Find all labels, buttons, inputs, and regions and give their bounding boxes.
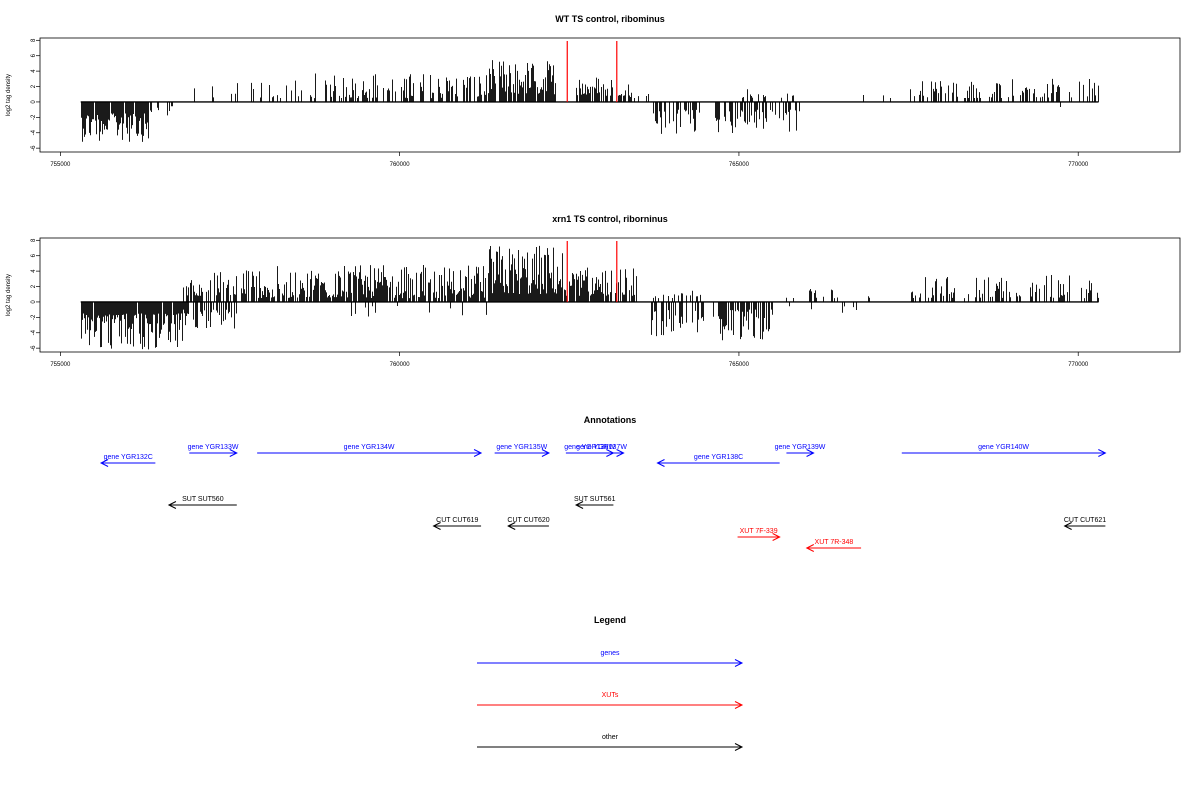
- y-tick-label: 4: [31, 269, 37, 273]
- plot-frame: [39, 37, 1181, 153]
- legend-label: XUTs: [602, 692, 619, 699]
- feature-label: gene YGR132C: [104, 454, 153, 461]
- feature-label: gene YGR134W: [344, 444, 395, 451]
- feature-arrow-head: [806, 449, 815, 457]
- legend-arrow-head: [734, 701, 744, 709]
- y-tick-label: 0: [31, 100, 37, 104]
- annotations-title: Annotations: [584, 415, 637, 425]
- density-bars: [81, 245, 1099, 350]
- x-tick-label: 755000: [50, 162, 71, 168]
- annotation-feature: CUT CUT619: [432, 517, 482, 530]
- feature-arrow-head: [167, 501, 177, 509]
- x-tick-label: 760000: [390, 162, 411, 168]
- chart-title: xrn1 TS control, riborninus: [552, 214, 668, 224]
- y-tick-label: 8: [31, 38, 37, 42]
- feature-arrow-head: [574, 501, 584, 509]
- annotation-feature: CUT CUT620: [507, 517, 550, 530]
- y-tick-label: 4: [31, 69, 37, 73]
- feature-label: XUT 7R-348: [815, 539, 854, 546]
- legend-entry: XUTs: [477, 692, 744, 709]
- density-bars: [81, 60, 1099, 142]
- chart-title: WT TS control, ribominus: [555, 14, 665, 24]
- annotation-feature: gene YGR140W: [901, 444, 1107, 457]
- legend-panel: Legend genes XUTs other: [477, 615, 744, 751]
- x-tick-label: 765000: [729, 362, 750, 368]
- x-tick-label: 760000: [390, 362, 411, 368]
- annotation-feature: XUT 7F-339: [737, 528, 781, 541]
- feature-arrow-head: [541, 449, 551, 457]
- y-axis-label: log2 tag density: [6, 74, 12, 116]
- feature-arrow-head: [805, 544, 815, 552]
- annotation-feature: SUT SUT560: [167, 496, 237, 509]
- legend-title: Legend: [594, 615, 626, 625]
- wt-density-panel: WT TS control, ribominus -6 -4 -2 0 2 4 6 8 log2 …: [6, 14, 1181, 168]
- feature-label: gene YGR138C: [694, 454, 743, 461]
- y-tick-label: -4: [31, 129, 37, 135]
- annotation-feature: gene YGR133W: [188, 444, 239, 457]
- feature-arrow-head: [229, 449, 238, 457]
- legend-label: genes: [600, 650, 620, 657]
- feature-arrow-head: [473, 449, 483, 457]
- x-tick-label: 770000: [1068, 162, 1089, 168]
- legend-label: other: [602, 734, 619, 741]
- annotation-feature: CUT CUT621: [1063, 517, 1106, 530]
- y-tick-label: -6: [31, 345, 37, 351]
- feature-label: gene YGR135W: [496, 444, 547, 451]
- x-tick-label: 755000: [50, 362, 71, 368]
- feature-label: gene YGR140W: [978, 444, 1029, 451]
- y-tick-label: 0: [31, 300, 37, 304]
- annotation-feature: gene YGR139W: [775, 444, 826, 457]
- feature-arrow-head: [616, 449, 625, 457]
- y-tick-label: 6: [31, 253, 37, 257]
- feature-label: SUT SUT560: [182, 496, 224, 503]
- feature-label: gene YGR137W: [576, 444, 627, 451]
- feature-label: gene YGR139W: [775, 444, 826, 451]
- y-tick-label: 2: [31, 84, 37, 88]
- feature-label: gene YGR133W: [188, 444, 239, 451]
- annotation-feature: gene YGR132C: [99, 454, 156, 467]
- annotations-panel: Annotations gene YGR132C gene YGR133W gene …: [99, 415, 1107, 552]
- feature-label: XUT 7F-339: [740, 528, 778, 535]
- y-tick-label: -2: [31, 314, 37, 320]
- y-tick-label: -4: [31, 329, 37, 335]
- feature-label: CUT CUT619: [436, 517, 478, 524]
- x-tick-label: 770000: [1068, 362, 1089, 368]
- annotation-feature: XUT 7R-348: [805, 539, 862, 552]
- feature-arrow-head: [772, 533, 781, 541]
- feature-label: gene YGR136W: [564, 444, 615, 451]
- feature-label: CUT CUT620: [507, 517, 549, 524]
- legend-arrow-head: [734, 659, 744, 667]
- x-tick-label: 765000: [729, 162, 750, 168]
- y-tick-label: 6: [31, 53, 37, 57]
- y-axis-label: log2 tag density: [6, 274, 12, 316]
- y-tick-label: -6: [31, 145, 37, 151]
- y-tick-label: 2: [31, 284, 37, 288]
- legend-entry: other: [477, 734, 744, 751]
- xrn1-density-panel: xrn1 TS control, riborninus -6 -4 -2 0 2 4 6 8 lo…: [6, 214, 1181, 368]
- feature-arrow-head: [432, 522, 441, 530]
- feature-arrow-head: [99, 459, 109, 467]
- plot-frame: [39, 237, 1181, 353]
- annotation-feature: SUT SUT561: [574, 496, 616, 509]
- feature-label: SUT SUT561: [574, 496, 616, 503]
- annotation-feature: gene YGR138C: [656, 454, 780, 467]
- legend-arrow-head: [734, 743, 744, 751]
- feature-arrow-head: [656, 459, 665, 467]
- annotation-feature: gene YGR134W: [257, 444, 483, 457]
- annotation-feature: gene YGR135W: [494, 444, 551, 457]
- feature-arrow-head: [507, 522, 516, 530]
- y-tick-label: 8: [31, 238, 37, 242]
- feature-arrow-head: [1063, 522, 1072, 530]
- annotation-feature: gene YGR137W: [576, 444, 627, 457]
- y-tick-label: -2: [31, 114, 37, 120]
- feature-label: CUT CUT621: [1064, 517, 1106, 524]
- legend-entry: genes: [477, 650, 744, 667]
- feature-arrow-head: [1098, 449, 1107, 457]
